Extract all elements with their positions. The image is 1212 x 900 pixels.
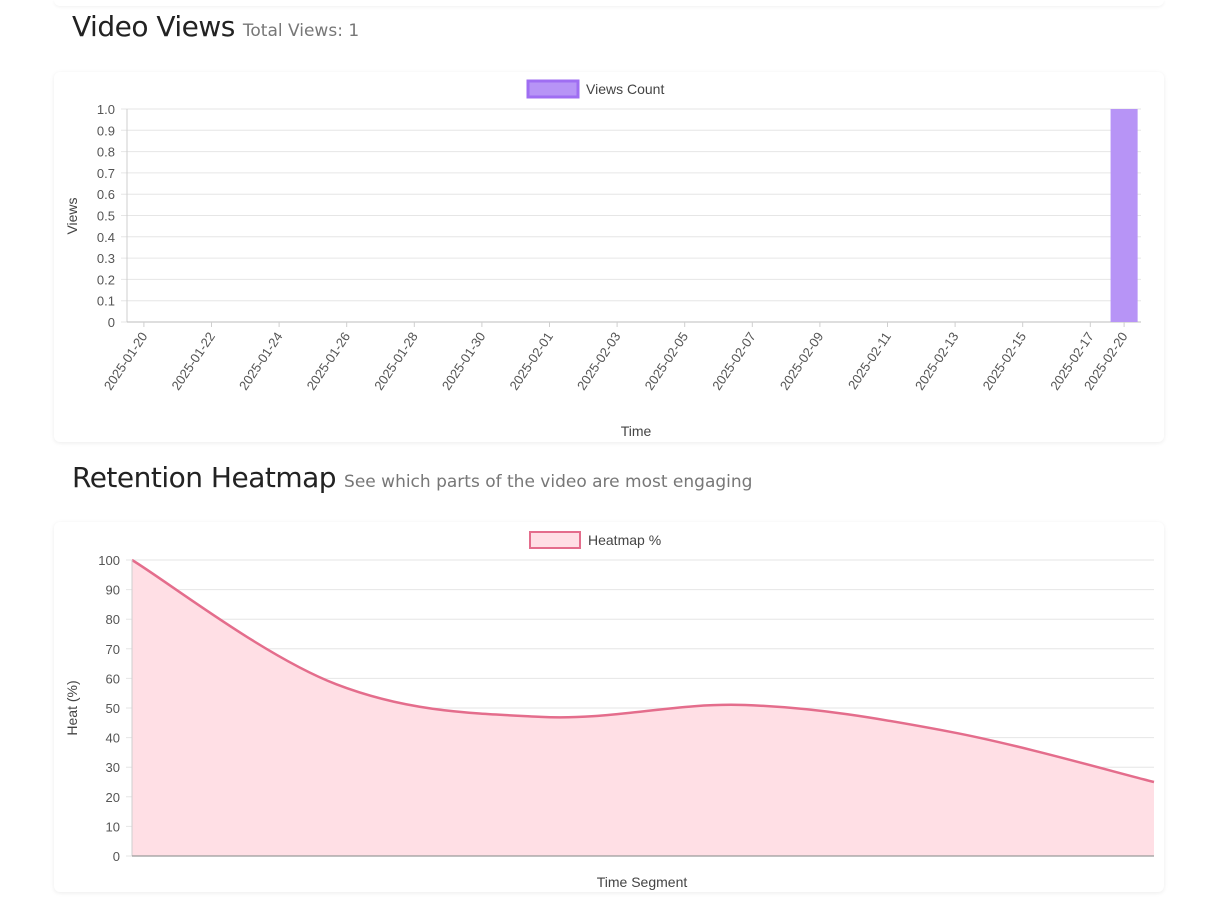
y-tick-label: 0 bbox=[108, 315, 115, 330]
legend-label: Heatmap % bbox=[588, 532, 661, 548]
x-tick-label: 2025-02-11 bbox=[845, 329, 894, 392]
legend-swatch bbox=[529, 531, 581, 549]
heatmap-title: Retention Heatmap bbox=[72, 461, 337, 494]
y-tick-label: 0.6 bbox=[97, 187, 115, 202]
y-tick-label: 20 bbox=[106, 790, 120, 805]
y-tick-label: 90 bbox=[106, 583, 120, 598]
y-tick-label: 0.1 bbox=[97, 294, 115, 309]
y-tick-label: 30 bbox=[106, 760, 120, 775]
y-tick-label: 0.9 bbox=[97, 123, 115, 138]
views-chart: Views Count 0 0.1 0.2 0.3 0.4 0.5 0.6 0.7 0.8 0.9 1… bbox=[64, 79, 1141, 439]
y-tick-label: 10 bbox=[106, 819, 120, 834]
x-axis-title: Time bbox=[621, 423, 652, 439]
x-tick-label: 2025-02-07 bbox=[709, 329, 759, 393]
x-tick-label: 2025-02-15 bbox=[980, 329, 1030, 393]
y-tick-label: 80 bbox=[106, 612, 120, 627]
y-tick-label: 50 bbox=[106, 701, 120, 716]
heat-line bbox=[131, 558, 1155, 784]
bar bbox=[1110, 109, 1138, 322]
views-header: Video Views Total Views: 1 bbox=[72, 10, 359, 43]
top-card-edge bbox=[54, 0, 1164, 6]
y-tick-label: 0.2 bbox=[97, 272, 115, 287]
heatmap-chart-card: Heatmap % 0 10 20 30 40 50 60 70 80 90 100 Time Segm… bbox=[54, 522, 1164, 892]
heatmap-subtitle: See which parts of the video are most en… bbox=[344, 472, 753, 492]
x-axis-title: Time Segment bbox=[597, 874, 688, 890]
views-chart-card: Views Count 0 0.1 0.2 0.3 0.4 0.5 0.6 0.7 0.8 0.9 1… bbox=[54, 72, 1164, 442]
y-axis-title: Views bbox=[64, 197, 80, 234]
x-tick-label: 2025-01-26 bbox=[304, 329, 354, 393]
y-tick-label: 40 bbox=[106, 731, 120, 746]
x-tick-label: 2025-01-22 bbox=[168, 329, 218, 393]
x-tick-label: 2025-01-20 bbox=[101, 329, 151, 393]
x-tick-label: 2025-02-03 bbox=[574, 329, 624, 393]
x-tick-label: 2025-02-01 bbox=[506, 329, 556, 393]
x-tick-label: 2025-01-28 bbox=[371, 329, 421, 393]
legend-label: Views Count bbox=[586, 81, 664, 97]
y-tick-label: 60 bbox=[106, 671, 120, 686]
y-tick-label: 0 bbox=[113, 849, 120, 864]
y-tick-label: 70 bbox=[106, 642, 120, 657]
x-tick-label: 2025-02-05 bbox=[642, 329, 692, 393]
x-tick-label: 2025-01-30 bbox=[439, 329, 489, 393]
heatmap-chart: Heatmap % 0 10 20 30 40 50 60 70 80 90 100 Time Segm… bbox=[64, 531, 1155, 890]
x-tick-label: 2025-01-24 bbox=[236, 329, 286, 393]
y-tick-label: 1.0 bbox=[97, 102, 115, 117]
heatmap-header: Retention Heatmap See which parts of the… bbox=[72, 461, 752, 494]
y-tick-label: 0.3 bbox=[97, 251, 115, 266]
x-tick-label: 2025-02-13 bbox=[912, 329, 962, 393]
legend-swatch bbox=[526, 79, 580, 99]
y-tick-label: 100 bbox=[98, 553, 120, 568]
y-tick-label: 0.4 bbox=[97, 230, 115, 245]
views-subtitle: Total Views: 1 bbox=[242, 21, 360, 41]
views-title: Video Views bbox=[72, 10, 235, 43]
y-tick-label: 0.5 bbox=[97, 209, 115, 224]
x-tick-label: 2025-02-09 bbox=[777, 329, 827, 393]
y-tick-label: 0.8 bbox=[97, 145, 115, 160]
y-axis-title: Heat (%) bbox=[64, 680, 80, 735]
y-tick-label: 0.7 bbox=[97, 166, 115, 181]
heat-area bbox=[132, 560, 1154, 856]
